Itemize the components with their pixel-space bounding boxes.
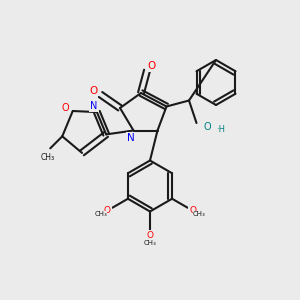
Text: O: O [203, 122, 211, 133]
Text: ·H: ·H [216, 125, 225, 134]
Text: O: O [89, 86, 97, 97]
Text: O: O [61, 103, 69, 113]
Text: N: N [127, 133, 134, 143]
Text: N: N [90, 101, 98, 111]
Text: O: O [147, 61, 156, 71]
Text: CH₃: CH₃ [40, 153, 54, 162]
Text: O: O [103, 206, 111, 215]
Text: CH₃: CH₃ [144, 240, 156, 246]
Text: CH₃: CH₃ [193, 212, 206, 218]
Text: O: O [189, 206, 197, 215]
Text: CH₃: CH₃ [94, 212, 107, 218]
Text: O: O [146, 231, 154, 240]
